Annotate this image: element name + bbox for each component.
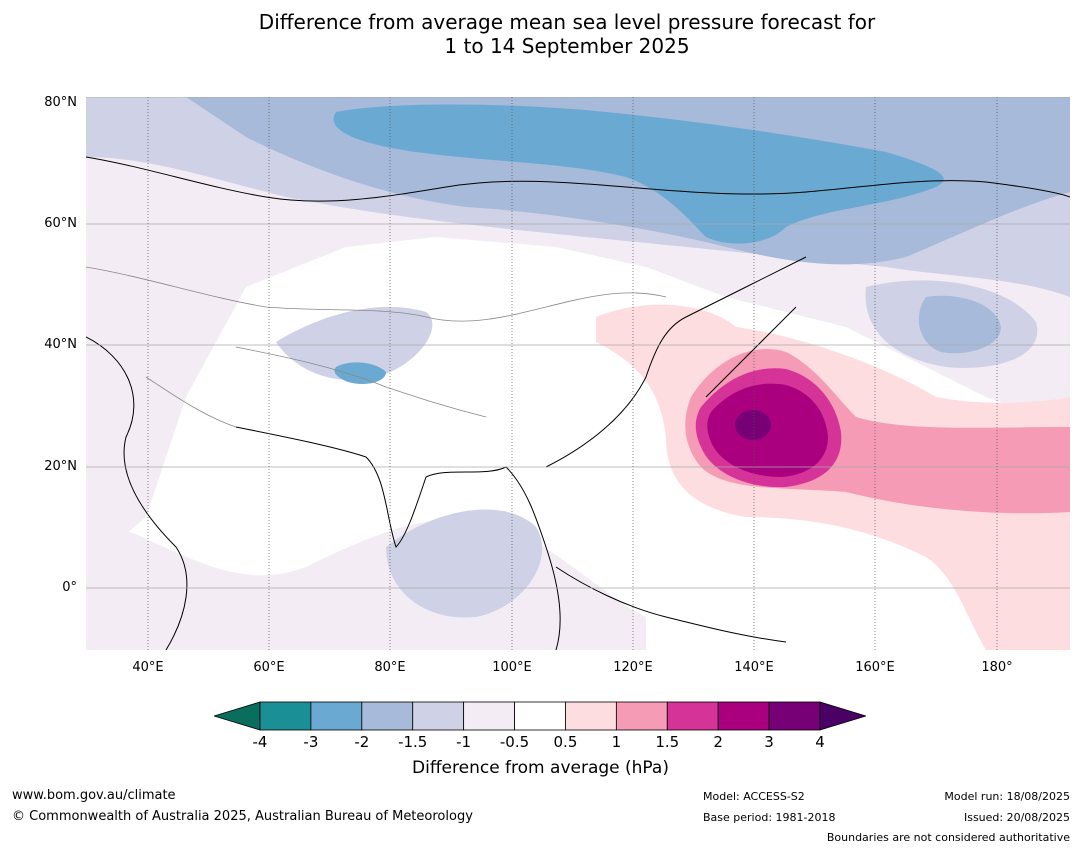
colorbar-cell: [666, 701, 719, 731]
lon-label-180: 180°: [981, 660, 1013, 675]
arctic-low: [333, 104, 944, 244]
colorbar-cells: [259, 701, 821, 731]
footer-issued: Issued: 20/08/2025: [963, 811, 1070, 824]
moderate-negative-anomaly-indian: [386, 509, 543, 618]
latitude-gridlines: [86, 97, 1070, 589]
colorbar-tick-label: 1: [611, 733, 622, 751]
longitude-gridlines: [147, 97, 998, 650]
lat-label-60n: 60°N: [44, 216, 77, 231]
colorbar-tick-label: -1: [456, 733, 472, 751]
colorbar-cell: [768, 701, 821, 731]
colorbar-tick-label: -2: [354, 733, 370, 751]
footer-disclaimer: Boundaries are not considered authoritat…: [826, 831, 1070, 844]
colorbar-tick-label: 3: [764, 733, 774, 751]
colorbar-tick-label: -4: [252, 733, 268, 751]
colorbar-cell: [615, 701, 668, 731]
lat-label-80n: 80°N: [44, 95, 77, 110]
arctic-low-tibet: [334, 362, 386, 384]
footer-website[interactable]: www.bom.gov.au/climate: [12, 788, 176, 803]
colorbar-extend-low: [214, 701, 261, 731]
colorbar-cell: [514, 701, 566, 731]
footer-base-period: Base period: 1981-2018: [703, 811, 836, 824]
high-pressure-core: [735, 410, 771, 440]
footer-model-run: Model run: 18/08/2025: [944, 790, 1070, 803]
title-line-2: 1 to 14 September 2025: [444, 34, 690, 58]
colorbar-cell: [310, 701, 363, 731]
colorbar-tick-label: -0.5: [499, 733, 530, 751]
country-borders: [86, 266, 667, 428]
footer-copyright: © Commonwealth of Australia 2025, Austra…: [12, 809, 473, 824]
lon-label-60e: 60°E: [253, 660, 285, 675]
colorbar-cell: [259, 701, 312, 731]
lat-label-0: 0°: [62, 580, 77, 595]
lon-label-120e: 120°E: [613, 660, 653, 675]
lon-label-100e: 100°E: [492, 660, 532, 675]
colorbar-tick-label: 0.5: [553, 733, 578, 751]
lon-label-40e: 40°E: [132, 660, 164, 675]
moderate-negative-anomaly-tibet: [276, 306, 433, 381]
colorbar-cell: [412, 701, 465, 731]
colorbar-tick-label: -1.5: [398, 733, 428, 751]
lat-label-20n: 20°N: [44, 459, 77, 474]
lat-label-40n: 40°N: [44, 337, 77, 352]
colorbar-cell: [717, 701, 770, 731]
colorbar: [214, 701, 866, 731]
colorbar-tick-label: 4: [815, 733, 825, 751]
colorbar-cell: [463, 701, 515, 731]
northern-low-pacific: [918, 295, 1001, 354]
chart-title: Difference from average mean sea level p…: [0, 10, 1081, 58]
coastlines: [86, 156, 1070, 650]
title-line-1: Difference from average mean sea level p…: [258, 10, 876, 34]
colorbar-tick-label: -3: [303, 733, 319, 751]
colorbar-extend-high: [819, 701, 866, 731]
lon-label-140e: 140°E: [734, 660, 774, 675]
lon-label-80e: 80°E: [374, 660, 406, 675]
lon-label-160e: 160°E: [855, 660, 895, 675]
colorbar-tick-label: 2: [713, 733, 723, 751]
colorbar-tick-label: 1.5: [655, 733, 680, 751]
map-panel: [86, 97, 1070, 650]
footer-model: Model: ACCESS-S2: [703, 790, 805, 803]
colorbar-label: Difference from average (hPa): [412, 758, 669, 778]
colorbar-cell: [361, 701, 414, 731]
colorbar-cell: [565, 701, 617, 731]
